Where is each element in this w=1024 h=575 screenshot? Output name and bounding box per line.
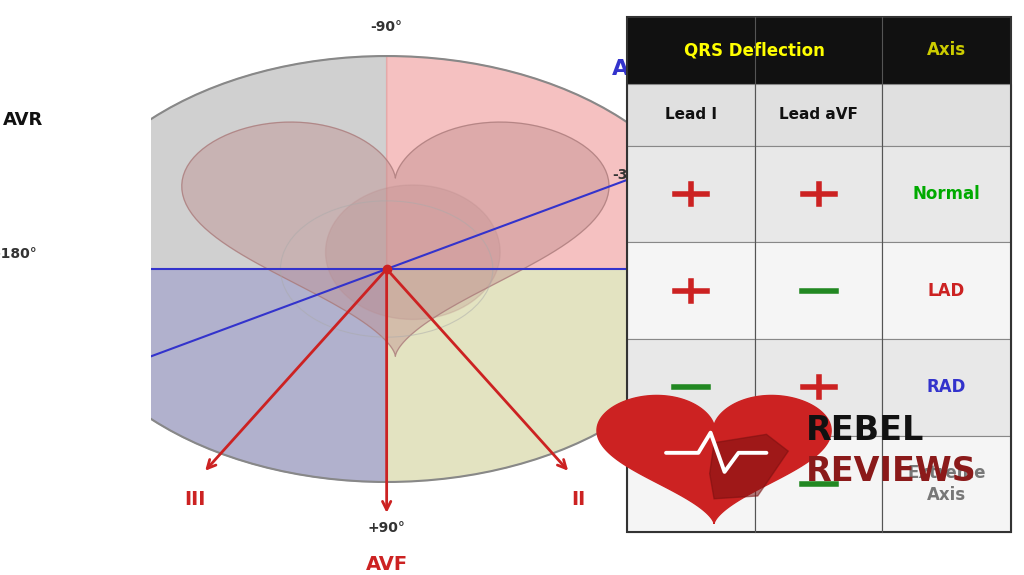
Text: Axis: Axis [927, 41, 966, 59]
Polygon shape [326, 185, 500, 320]
FancyBboxPatch shape [756, 243, 883, 339]
Text: AVR: AVR [2, 111, 43, 129]
Wedge shape [55, 56, 387, 482]
FancyBboxPatch shape [756, 339, 883, 436]
FancyBboxPatch shape [756, 84, 883, 145]
Text: QRS Deflection: QRS Deflection [684, 41, 825, 59]
Text: +180°: +180° [0, 247, 38, 260]
Wedge shape [387, 56, 719, 269]
Text: +90°: +90° [368, 521, 406, 535]
Text: Lead aVF: Lead aVF [779, 108, 858, 122]
FancyBboxPatch shape [756, 145, 883, 243]
Text: 0°: 0° [727, 247, 743, 260]
FancyBboxPatch shape [627, 436, 756, 532]
FancyBboxPatch shape [627, 145, 756, 243]
FancyBboxPatch shape [883, 84, 1011, 145]
FancyBboxPatch shape [627, 84, 756, 145]
Text: Lead I: Lead I [666, 108, 717, 122]
FancyBboxPatch shape [883, 436, 1011, 532]
Text: Extreme
Axis: Extreme Axis [907, 464, 986, 504]
FancyBboxPatch shape [627, 17, 1011, 84]
Text: REVIEWS: REVIEWS [806, 455, 977, 488]
FancyBboxPatch shape [627, 339, 756, 436]
Text: AVL: AVL [612, 59, 659, 79]
Text: LAD: LAD [928, 282, 966, 300]
Text: III: III [184, 490, 205, 509]
FancyBboxPatch shape [627, 243, 756, 339]
Wedge shape [55, 269, 387, 482]
Wedge shape [387, 269, 719, 482]
Text: I: I [775, 259, 782, 278]
Polygon shape [710, 434, 788, 499]
FancyBboxPatch shape [756, 436, 883, 532]
Polygon shape [597, 396, 831, 524]
Text: REBEL: REBEL [806, 414, 924, 447]
Polygon shape [181, 122, 609, 356]
Text: Normal: Normal [912, 185, 980, 203]
Text: RAD: RAD [927, 378, 967, 396]
Text: -30°: -30° [612, 168, 644, 182]
Text: II: II [571, 490, 586, 509]
Text: AVF: AVF [366, 555, 408, 574]
FancyBboxPatch shape [883, 145, 1011, 243]
FancyBboxPatch shape [883, 243, 1011, 339]
FancyBboxPatch shape [883, 339, 1011, 436]
Text: -90°: -90° [371, 20, 402, 33]
